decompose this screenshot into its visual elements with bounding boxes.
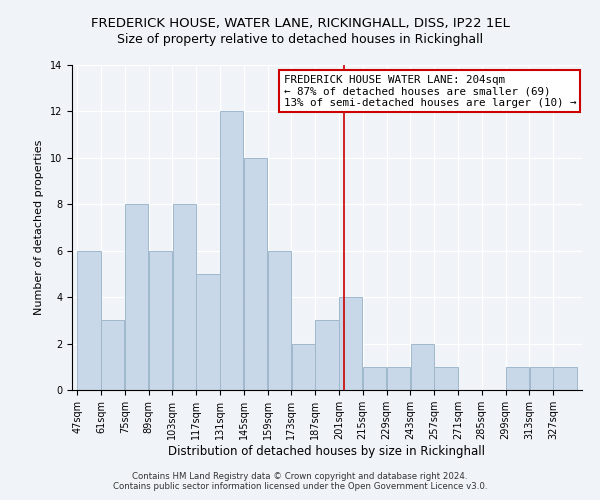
- Text: Contains public sector information licensed under the Open Government Licence v3: Contains public sector information licen…: [113, 482, 487, 491]
- Text: Contains HM Land Registry data © Crown copyright and database right 2024.: Contains HM Land Registry data © Crown c…: [132, 472, 468, 481]
- Bar: [173, 204, 196, 390]
- Bar: [410, 344, 434, 390]
- Bar: [125, 204, 148, 390]
- Bar: [434, 367, 458, 390]
- Bar: [77, 250, 101, 390]
- Bar: [196, 274, 220, 390]
- Bar: [387, 367, 410, 390]
- Bar: [220, 112, 244, 390]
- Text: FREDERICK HOUSE WATER LANE: 204sqm
← 87% of detached houses are smaller (69)
13%: FREDERICK HOUSE WATER LANE: 204sqm ← 87%…: [284, 74, 576, 108]
- Bar: [101, 320, 124, 390]
- Text: FREDERICK HOUSE, WATER LANE, RICKINGHALL, DISS, IP22 1EL: FREDERICK HOUSE, WATER LANE, RICKINGHALL…: [91, 18, 509, 30]
- Bar: [268, 250, 291, 390]
- Bar: [339, 297, 362, 390]
- Bar: [530, 367, 553, 390]
- Bar: [506, 367, 529, 390]
- Bar: [363, 367, 386, 390]
- Bar: [553, 367, 577, 390]
- Y-axis label: Number of detached properties: Number of detached properties: [34, 140, 44, 315]
- Text: Size of property relative to detached houses in Rickinghall: Size of property relative to detached ho…: [117, 32, 483, 46]
- Bar: [244, 158, 267, 390]
- X-axis label: Distribution of detached houses by size in Rickinghall: Distribution of detached houses by size …: [169, 445, 485, 458]
- Bar: [149, 250, 172, 390]
- Bar: [316, 320, 338, 390]
- Bar: [292, 344, 315, 390]
